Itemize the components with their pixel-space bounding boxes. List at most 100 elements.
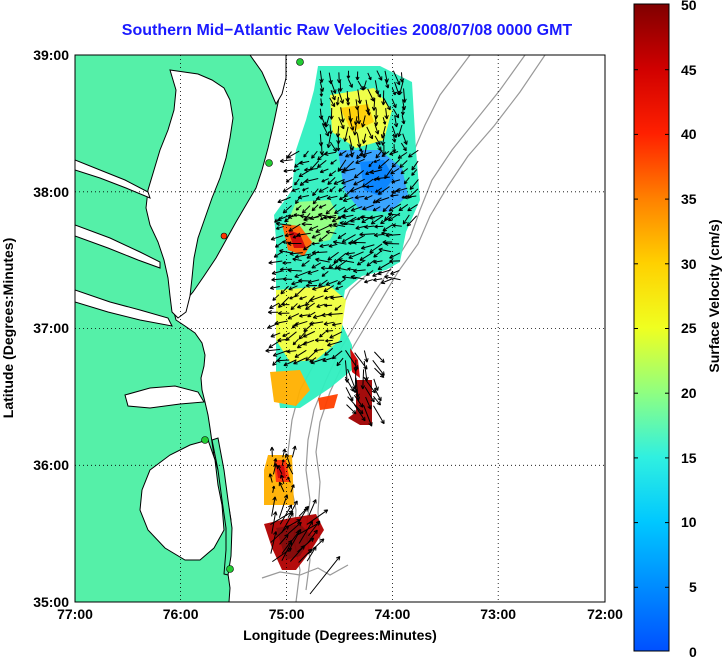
velocity-arrow	[374, 124, 380, 135]
velocity-arrow	[294, 349, 307, 358]
velocity-arrow	[400, 106, 405, 116]
velocity-arrow	[401, 114, 406, 125]
velocity-arrow	[382, 96, 391, 111]
velocity-arrow	[305, 350, 318, 362]
velocity-arrow	[337, 278, 346, 285]
map-grid	[75, 55, 605, 602]
velocity-arrow	[294, 270, 311, 278]
velocity-arrow	[398, 80, 404, 96]
velocity-arrow	[287, 313, 300, 320]
velocity-arrow	[391, 98, 397, 109]
velocity-arrow	[381, 231, 393, 236]
velocity-arrow	[325, 279, 338, 286]
velocity-arrow	[297, 537, 315, 553]
velocity-arrow	[381, 150, 390, 158]
velocity-arrow	[309, 321, 324, 326]
york-river	[75, 224, 161, 269]
velocity-arrow	[392, 223, 402, 228]
velocity-arrow	[329, 108, 334, 120]
y-tick-label: 39:00	[33, 47, 69, 63]
x-tick-label: 73:00	[480, 606, 516, 622]
velocity-arrow	[338, 117, 345, 130]
velocity-arrow	[353, 394, 364, 408]
velocity-arrow	[305, 302, 315, 310]
velocity-arrow	[371, 98, 377, 111]
velocity-arrow	[308, 225, 319, 231]
velocity-arrow	[346, 404, 357, 415]
velocity-arrow	[380, 133, 386, 146]
velocity-arrow	[306, 509, 329, 525]
velocity-arrow	[346, 97, 351, 106]
colorbar-tick-label: 35	[681, 191, 697, 207]
velocity-arrow	[328, 260, 339, 269]
velocity-arrow	[358, 144, 363, 152]
velocity-arrow	[374, 367, 385, 378]
velocity-arrow	[286, 349, 297, 354]
velocity-arrow	[286, 150, 300, 159]
delaware-bay	[249, 55, 287, 106]
velocity-arrow	[307, 279, 320, 285]
velocity-arrow	[336, 142, 341, 152]
velocity-arrow	[288, 285, 298, 291]
velocity-arrow	[354, 116, 359, 126]
velocity-arrow	[345, 251, 355, 256]
velocity-arrow	[353, 178, 365, 186]
velocity-arrow	[324, 151, 337, 157]
velocity-arrow	[330, 90, 336, 101]
velocity-arrow	[373, 116, 379, 127]
velocity-arrow	[347, 267, 356, 271]
velocity-arrow	[356, 150, 364, 160]
velocity-arrow	[299, 214, 312, 219]
velocity-arrow	[294, 253, 312, 259]
velocity-arrow	[347, 79, 353, 88]
map-frame	[74, 54, 606, 603]
velocity-arrow	[311, 250, 328, 255]
map-title: Southern Mid−Atlantic Raw Velocities 200…	[121, 22, 573, 39]
velocity-arrow	[289, 545, 305, 562]
velocity-arrow	[322, 123, 329, 137]
velocity-arrow	[384, 79, 390, 89]
velocity-arrow	[338, 185, 347, 192]
velocity-arrow	[357, 89, 362, 105]
velocity-arrow	[304, 167, 318, 172]
velocity-arrow	[309, 295, 324, 302]
velocity-arrow	[339, 195, 347, 201]
velocity-arrow	[291, 445, 297, 458]
velocity-arrow	[359, 232, 375, 237]
velocity-arrow	[392, 144, 397, 153]
velocity-arrow	[281, 302, 290, 307]
velocity-arrow	[271, 511, 278, 534]
velocity-arrow	[296, 304, 307, 309]
velocity-arrow	[316, 159, 327, 169]
velocity-arrow	[352, 124, 358, 136]
velocity-arrow	[341, 234, 356, 243]
velocity-arrow	[287, 268, 302, 273]
velocity-arrow	[335, 285, 344, 290]
velocity-arrow	[375, 149, 383, 159]
velocity-arrow	[367, 72, 372, 81]
velocity-arrow	[392, 70, 401, 86]
albemarle-sound	[124, 385, 205, 409]
velocity-arrow	[372, 271, 382, 277]
velocity-arrow	[323, 285, 335, 293]
velocity-arrow	[356, 259, 366, 266]
velocity-arrow	[355, 71, 360, 81]
velocity-arrow	[397, 151, 408, 159]
velocity-arrow	[270, 531, 278, 554]
velocity-arrow	[402, 133, 408, 145]
colorbar-tick-label: 0	[689, 644, 697, 659]
velocity-arrow	[411, 160, 419, 171]
velocity-arrow	[278, 481, 285, 493]
coastal-stations	[201, 58, 304, 573]
velocity-arrow	[324, 295, 333, 300]
velocity-arrow	[336, 357, 344, 367]
colorbar-label: Surface Velocity (cm/s)	[706, 219, 722, 372]
velocity-arrow	[298, 520, 314, 544]
velocity-arrow	[397, 124, 403, 138]
velocity-arrow	[331, 214, 346, 223]
velocity-arrow	[290, 303, 298, 311]
velocity-arrow	[269, 302, 280, 309]
velocity-arrow	[293, 320, 308, 327]
velocity-arrow	[325, 204, 337, 215]
